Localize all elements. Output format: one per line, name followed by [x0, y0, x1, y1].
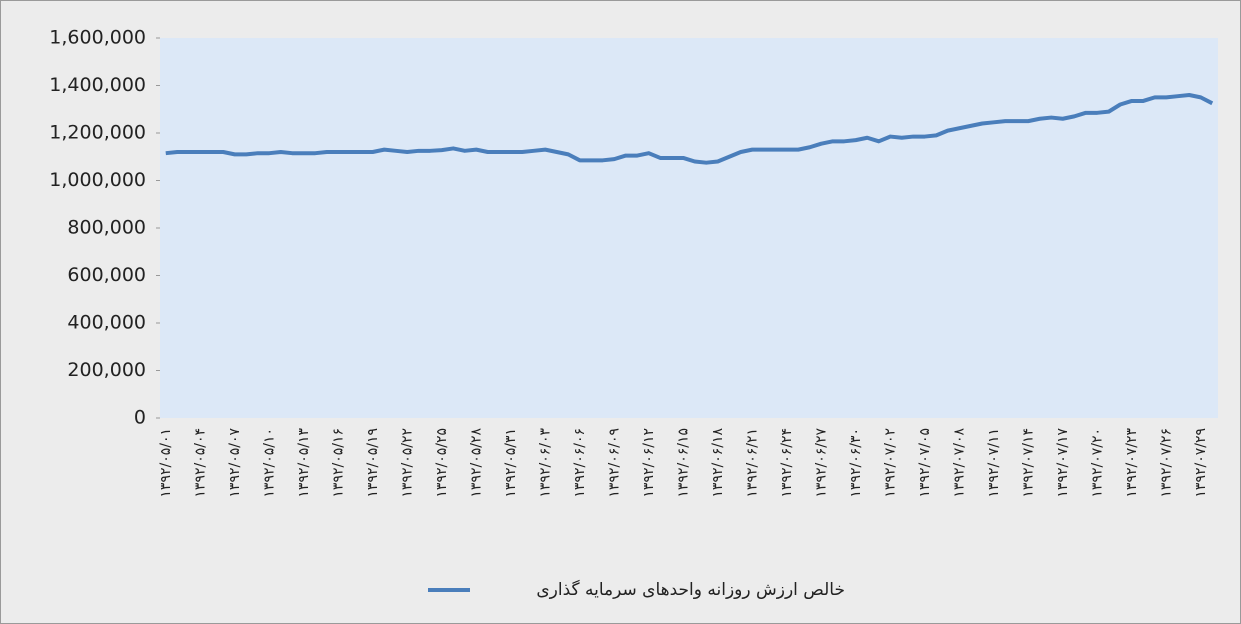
- x-tick-label: ۱۳۹۲/۰۶/۱۸: [710, 428, 726, 498]
- x-tick-label: ۱۳۹۲/۰۵/۲۲: [399, 428, 415, 498]
- x-tick-label: ۱۳۹۲/۰۶/۰۳: [537, 428, 553, 498]
- x-tick-label: ۱۳۹۲/۰۵/۱۶: [330, 428, 346, 498]
- x-tick-label: ۱۳۹۲/۰۶/۱۵: [675, 428, 691, 498]
- x-tick-label: ۱۳۹۲/۰۷/۰۲: [882, 428, 898, 498]
- x-tick-label: ۱۳۹۲/۰۶/۱۲: [641, 428, 657, 498]
- y-tick-label: 200,000: [67, 359, 146, 381]
- x-tick-label: ۱۳۹۲/۰۷/۲۹: [1193, 428, 1209, 498]
- y-tick-label: 600,000: [67, 264, 146, 286]
- x-tick-label: ۱۳۹۲/۰۵/۰۴: [192, 428, 208, 498]
- y-tick-label: 1,600,000: [49, 27, 146, 49]
- x-tick-label: ۱۳۹۲/۰۵/۱۰: [261, 428, 277, 498]
- y-tick-label: 400,000: [67, 312, 146, 334]
- x-tick-label: ۱۳۹۲/۰۶/۰۶: [572, 428, 588, 498]
- plot-area: [160, 38, 1218, 418]
- x-tick-label: ۱۳۹۲/۰۶/۲۱: [744, 428, 760, 498]
- x-tick-label: ۱۳۹۲/۰۵/۳۱: [503, 428, 519, 498]
- x-tick-label: ۱۳۹۲/۰۷/۲۶: [1158, 428, 1174, 498]
- legend-label: خالص ارزش روزانه واحدهای سرمایه گذاری: [536, 579, 845, 600]
- y-tick-label: 1,200,000: [49, 122, 146, 144]
- y-tick-label: 800,000: [67, 217, 146, 239]
- x-tick-label: ۱۳۹۲/۰۶/۲۴: [779, 428, 795, 498]
- y-tick-label: 1,400,000: [49, 74, 146, 96]
- x-tick-label: ۱۳۹۲/۰۵/۰۷: [227, 428, 243, 498]
- x-tick-label: ۱۳۹۲/۰۶/۳۰: [848, 428, 864, 498]
- x-tick-label: ۱۳۹۲/۰۵/۱۹: [365, 428, 381, 498]
- x-tick-label: ۱۳۹۲/۰۷/۰۸: [951, 428, 967, 498]
- x-tick-label: ۱۳۹۲/۰۷/۱۷: [1055, 428, 1071, 498]
- x-tick-label: ۱۳۹۲/۰۷/۱۴: [1020, 428, 1036, 498]
- y-tick-label: 1,000,000: [49, 169, 146, 191]
- x-tick-label: ۱۳۹۲/۰۵/۲۸: [468, 428, 484, 498]
- x-tick-label: ۱۳۹۲/۰۶/۰۹: [606, 428, 622, 498]
- x-tick-label: ۱۳۹۲/۰۶/۲۷: [813, 428, 829, 498]
- x-tick-label: ۱۳۹۲/۰۵/۰۱: [158, 428, 174, 498]
- data-line: [165, 93, 1214, 165]
- y-tick-label: 0: [134, 407, 146, 429]
- x-tick-label: ۱۳۹۲/۰۵/۲۵: [434, 428, 450, 498]
- x-tick-label: ۱۳۹۲/۰۵/۱۳: [296, 428, 312, 498]
- x-tick-label: ۱۳۹۲/۰۷/۱۱: [986, 428, 1002, 498]
- x-tick-label: ۱۳۹۲/۰۷/۲۳: [1124, 428, 1140, 498]
- x-tick-label: ۱۳۹۲/۰۷/۰۵: [917, 428, 933, 498]
- x-tick-label: ۱۳۹۲/۰۷/۲۰: [1089, 428, 1105, 498]
